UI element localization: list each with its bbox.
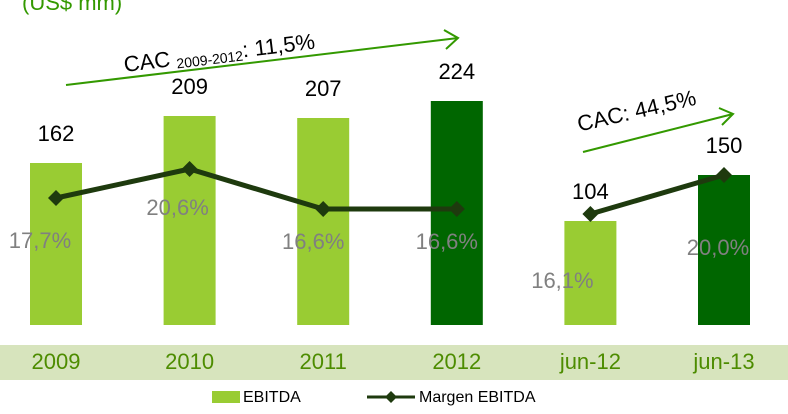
annotation-arrow: [65, 29, 735, 153]
margin-marker: [315, 201, 332, 217]
chart-title: (US$ mm): [22, 0, 122, 15]
margin-line: [55, 166, 457, 212]
margin-marker: [582, 206, 599, 222]
legend-label: EBITDA: [243, 389, 301, 406]
bar-value-label: 104: [572, 179, 609, 204]
bar-value-label: 150: [706, 133, 743, 158]
bar-value-label: 207: [305, 76, 342, 101]
legend-marker: [385, 391, 397, 403]
margin-marker: [716, 167, 732, 183]
x-tick-label: jun-13: [692, 349, 754, 374]
bar: [163, 116, 216, 325]
x-tick-label: 2010: [165, 349, 214, 374]
x-tick-label: jun-12: [559, 349, 621, 374]
category-band: [0, 345, 788, 380]
annotation-text: CAC: [122, 46, 171, 76]
bar-value-label: 162: [38, 121, 75, 146]
bar: [297, 118, 350, 325]
annotation: CAC: 44,5%: [575, 85, 699, 137]
legend-label: Margen EBITDA: [419, 389, 536, 406]
bar: [564, 221, 617, 325]
margin-value-label: 16,6%: [282, 229, 344, 254]
bar: [698, 175, 750, 325]
bar-value-label: 209: [171, 74, 208, 99]
margin-marker: [48, 190, 64, 206]
x-tick-label: 2009: [32, 349, 81, 374]
margin-marker: [181, 161, 198, 177]
margin-line: [589, 172, 725, 217]
bar-value-label: 224: [438, 59, 475, 84]
x-tick-label: 2011: [300, 349, 347, 374]
x-tick-label: 2012: [432, 349, 481, 374]
margin-value-label: 16,1%: [531, 268, 593, 293]
margin-marker: [448, 201, 465, 217]
legend-swatch: [212, 391, 240, 403]
margin-value-label: 20,6%: [146, 195, 208, 220]
margin-value-label: 16,6%: [416, 229, 478, 254]
annotation: CAC 2009-2012: 11,5%: [122, 28, 316, 77]
margin-value-label: 17,7%: [9, 228, 71, 253]
margin-value-label: 20,0%: [687, 235, 749, 260]
